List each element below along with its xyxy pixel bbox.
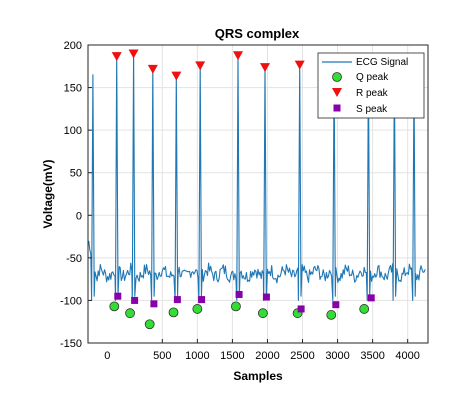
s-peak-marker: [173, 296, 181, 304]
y-axis-label: Voltage(mV): [41, 159, 55, 228]
s-peak-marker: [332, 301, 340, 309]
q-peak-marker: [258, 308, 268, 319]
legend-entry-s: S peak: [333, 104, 388, 115]
q-peak-marker: [359, 304, 370, 314]
legend-entry-ecg: ECG Signal: [322, 57, 408, 68]
r-peak-marker: [111, 52, 122, 62]
y-tick-label: 200: [64, 40, 82, 52]
legend-entry-q: Q peak: [332, 72, 389, 83]
r-peak-marker: [294, 60, 305, 70]
s-peak-marker: [297, 305, 305, 313]
peak-markers-group: [109, 49, 375, 330]
legend-circle-swatch: [332, 72, 342, 82]
x-tick-label: 2500: [290, 350, 314, 362]
chart-title: QRS complex: [215, 26, 300, 41]
s-peak-marker: [198, 296, 206, 304]
ecg-signal-line: [88, 50, 426, 301]
q-peak-marker: [168, 307, 179, 318]
legend-triangle-swatch: [332, 88, 342, 97]
s-peak-marker: [150, 300, 158, 308]
legend-label-r: R peak: [356, 88, 389, 99]
q-peak-marker: [231, 301, 241, 312]
x-tick-label: 1000: [185, 350, 209, 362]
x-tick-label: 3500: [360, 350, 384, 362]
q-peak-marker: [125, 308, 135, 319]
y-tick-label: -100: [60, 295, 82, 307]
plot-frame: [87, 44, 429, 344]
x-tick-label: 2000: [255, 350, 279, 362]
s-peak-marker: [114, 292, 122, 300]
legend-label-q: Q peak: [356, 72, 389, 83]
x-tick-label: 0: [104, 350, 110, 362]
legend-label-s: S peak: [356, 104, 388, 115]
s-peak-marker: [131, 296, 139, 304]
legend-label-ecg: ECG Signal: [356, 57, 408, 68]
legend: ECG Signal Q peak R peak S peak: [317, 52, 425, 119]
x-tick-label: 4000: [395, 350, 419, 362]
r-peak-marker: [171, 71, 182, 81]
q-peak-marker: [326, 310, 337, 320]
x-tick-label: 500: [153, 350, 171, 362]
y-tick-label: 150: [64, 83, 82, 95]
legend-entry-r: R peak: [332, 88, 389, 99]
r-peak-marker: [195, 61, 206, 71]
q-peak-marker: [144, 319, 155, 330]
y-tick-label: 50: [70, 168, 82, 180]
y-tick-label: -150: [60, 338, 82, 350]
r-peak-marker: [233, 51, 244, 61]
q-peak-marker: [192, 304, 203, 314]
x-axis-label: Samples: [233, 369, 283, 383]
r-peak-marker: [128, 49, 139, 59]
x-tick-label: 3000: [325, 350, 349, 362]
ecg-signal-line-group: [88, 50, 426, 301]
s-peak-marker: [235, 290, 243, 298]
legend-square-swatch: [333, 104, 341, 112]
x-tick-label: 1500: [220, 350, 244, 362]
q-peak-marker: [109, 301, 120, 312]
r-peak-marker: [147, 64, 158, 74]
s-peak-marker: [367, 294, 375, 302]
r-peak-marker: [260, 63, 271, 73]
y-tick-label: 0: [76, 210, 82, 222]
y-tick-label: -50: [66, 253, 82, 265]
s-peak-marker: [262, 293, 270, 301]
y-tick-label: 100: [64, 125, 82, 137]
